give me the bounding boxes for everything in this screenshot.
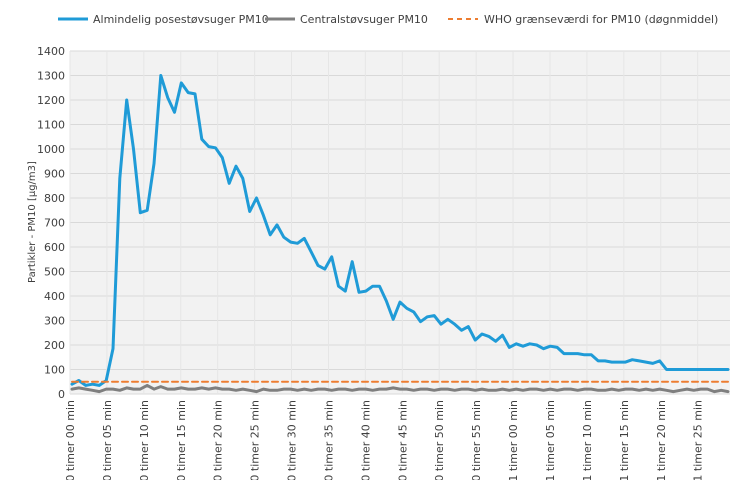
legend-label-centralstovsuger: Centralstøvsuger PM10	[300, 13, 428, 26]
x-tick-label-15: 1 timer 15 min	[618, 400, 631, 480]
y-tick-label-300: 300	[44, 315, 65, 328]
series-line-posestovsuger	[70, 74, 730, 387]
x-tick-label-9: 0 timer 45 min	[396, 400, 409, 480]
x-tick-label-13: 1 timer 05 min	[544, 400, 557, 480]
y-tick-label-400: 400	[44, 290, 65, 303]
y-tick-label-1300: 1300	[37, 70, 65, 83]
legend-item-posestovsuger: Almindelig posestøvsuger PM10	[58, 13, 269, 26]
legend-label-posestovsuger: Almindelig posestøvsuger PM10	[93, 13, 269, 26]
legend-item-centralstovsuger: Centralstøvsuger PM10	[265, 13, 428, 26]
y-tick-label-1400: 1400	[37, 45, 65, 58]
x-tick-label-16: 1 timer 20 min	[655, 400, 668, 480]
y-tick-label-600: 600	[44, 241, 65, 254]
y-tick-label-800: 800	[44, 192, 65, 205]
x-tick-label-12: 1 timer 00 min	[507, 400, 520, 480]
x-tick-label-6: 0 timer 30 min	[286, 400, 299, 480]
y-tick-label-1100: 1100	[37, 119, 65, 132]
y-tick-label-500: 500	[44, 266, 65, 279]
y-axis: 0 100 200 300 400 500 600 700 800 900 1000 1100 1200…	[37, 45, 65, 401]
x-tick-label-7: 0 timer 35 min	[322, 400, 335, 480]
x-tick-label-2: 0 timer 10 min	[138, 400, 151, 480]
x-tick-label-11: 0 timer 55 min	[470, 400, 483, 480]
x-tick-label-3: 0 timer 15 min	[175, 400, 188, 480]
y-tick-label-700: 700	[44, 217, 65, 230]
x-tick-label-1: 0 timer 05 min	[101, 400, 114, 480]
y-tick-label-100: 100	[44, 364, 65, 377]
series-lines	[70, 74, 731, 394]
x-tick-label-0: 0 timer 00 min	[64, 400, 77, 480]
x-tick-label-17: 1 timer 25 min	[692, 400, 705, 480]
x-tick-label-4: 0 timer 20 min	[212, 400, 225, 480]
y-axis-label: Partikler - PM10 [µg/m3]	[27, 161, 38, 283]
x-axis: 0 timer 00 min 0 timer 05 min 0 timer 10 m…	[64, 400, 705, 482]
gridlines	[69, 50, 730, 395]
series-line-centralstovsuger	[70, 383, 730, 394]
legend-label-who: WHO grænseværdi for PM10 (døgnmiddel)	[484, 13, 718, 26]
y-tick-label-1200: 1200	[37, 94, 65, 107]
legend-item-who: WHO grænseværdi for PM10 (døgnmiddel)	[448, 13, 718, 26]
y-tick-label-200: 200	[44, 339, 65, 352]
x-tick-label-5: 0 timer 25 min	[249, 400, 262, 480]
y-tick-label-0: 0	[58, 388, 65, 401]
y-tick-label-900: 900	[44, 168, 65, 181]
x-tick-label-8: 0 timer 40 min	[359, 400, 372, 480]
x-tick-label-10: 0 timer 50 min	[433, 400, 446, 480]
x-tick-label-14: 1 timer 10 min	[581, 400, 594, 480]
legend: Almindelig posestøvsuger PM10 Centralstø…	[58, 13, 718, 26]
y-tick-label-1000: 1000	[37, 143, 65, 156]
